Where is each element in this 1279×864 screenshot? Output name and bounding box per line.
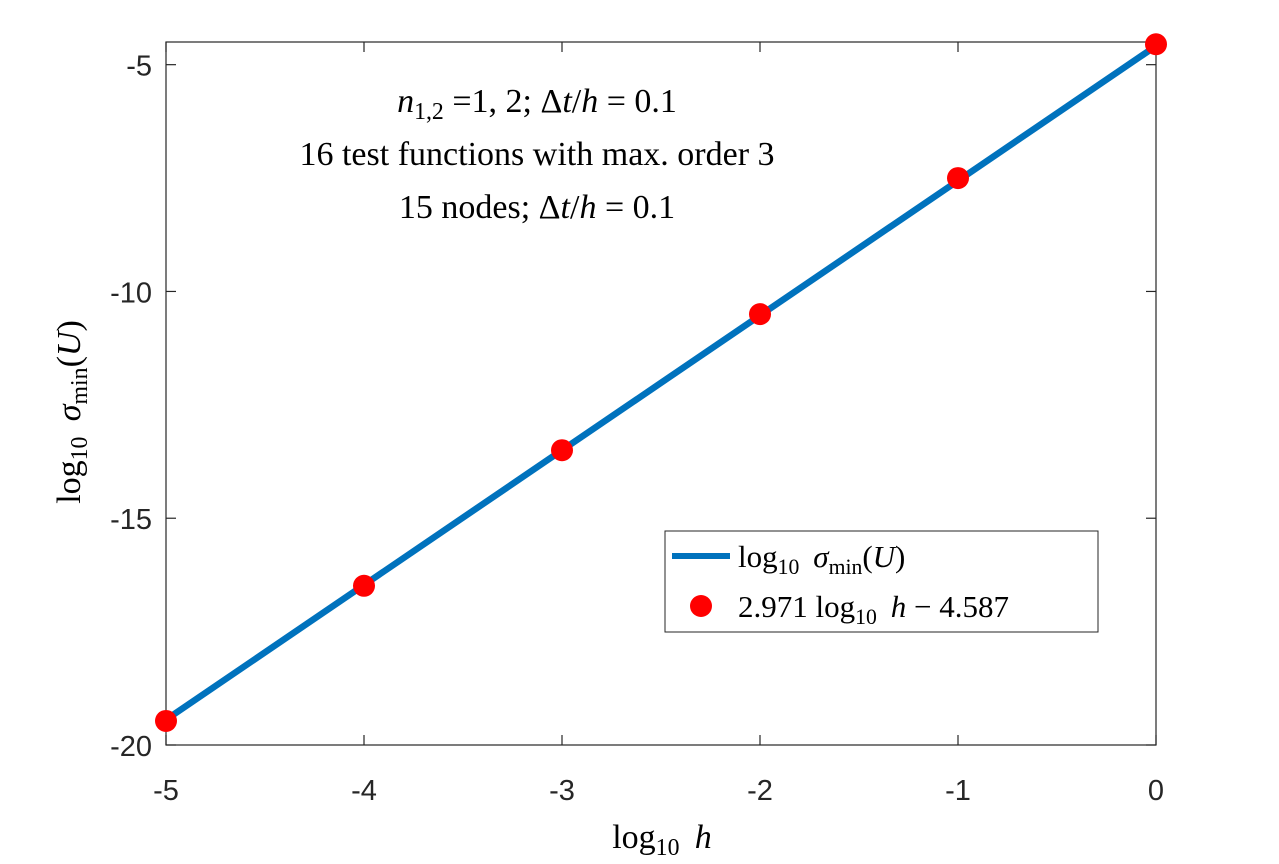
- y-axis-label: log10 σmin(U): [51, 320, 93, 504]
- x-axis-label: log10 h: [612, 819, 712, 861]
- axis-ticks: [165, 42, 1157, 746]
- y-tick-label: -5: [126, 51, 152, 83]
- annotation-line: 16 test functions with max. order 3: [299, 136, 774, 173]
- annotation-block: n1,2 =1, 2; Δt/h = 0.1 16 test functions …: [299, 83, 774, 226]
- annotation-line: n1,2 =1, 2; Δt/h = 0.1: [397, 83, 677, 125]
- x-tick-label: 0: [1148, 775, 1164, 807]
- x-tick-label: -4: [351, 775, 377, 807]
- y-tick-label: -15: [110, 504, 152, 536]
- x-tick-label: -2: [747, 775, 773, 807]
- data-point: [551, 439, 573, 462]
- legend-label-line: log10 σmin(U): [738, 539, 905, 579]
- y-tick-label: -10: [110, 277, 152, 309]
- data-point: [749, 303, 771, 326]
- legend-marker-swatch: [690, 595, 712, 617]
- axis-tick-labels: -5 -4 -3 -2 -1 0-5-10-15-20: [110, 51, 1164, 807]
- legend-label-markers: 2.971 log10 h − 4.587: [738, 589, 1009, 629]
- x-tick-label: -3: [549, 775, 575, 807]
- data-point: [353, 574, 375, 597]
- data-point: [1145, 33, 1167, 56]
- data-point: [155, 709, 177, 732]
- annotation-line: 15 nodes; Δt/h = 0.1: [399, 189, 675, 226]
- series-line: [164, 43, 1158, 723]
- x-tick-label: -5: [153, 775, 179, 807]
- x-tick-label: -1: [945, 775, 971, 807]
- series-layer: [155, 33, 1167, 732]
- legend-box: [664, 530, 1099, 633]
- y-tick-label: -20: [110, 731, 152, 763]
- data-point: [947, 167, 969, 190]
- legend: log10 σmin(U) 2.971 log10 h − 4.587: [664, 530, 1099, 633]
